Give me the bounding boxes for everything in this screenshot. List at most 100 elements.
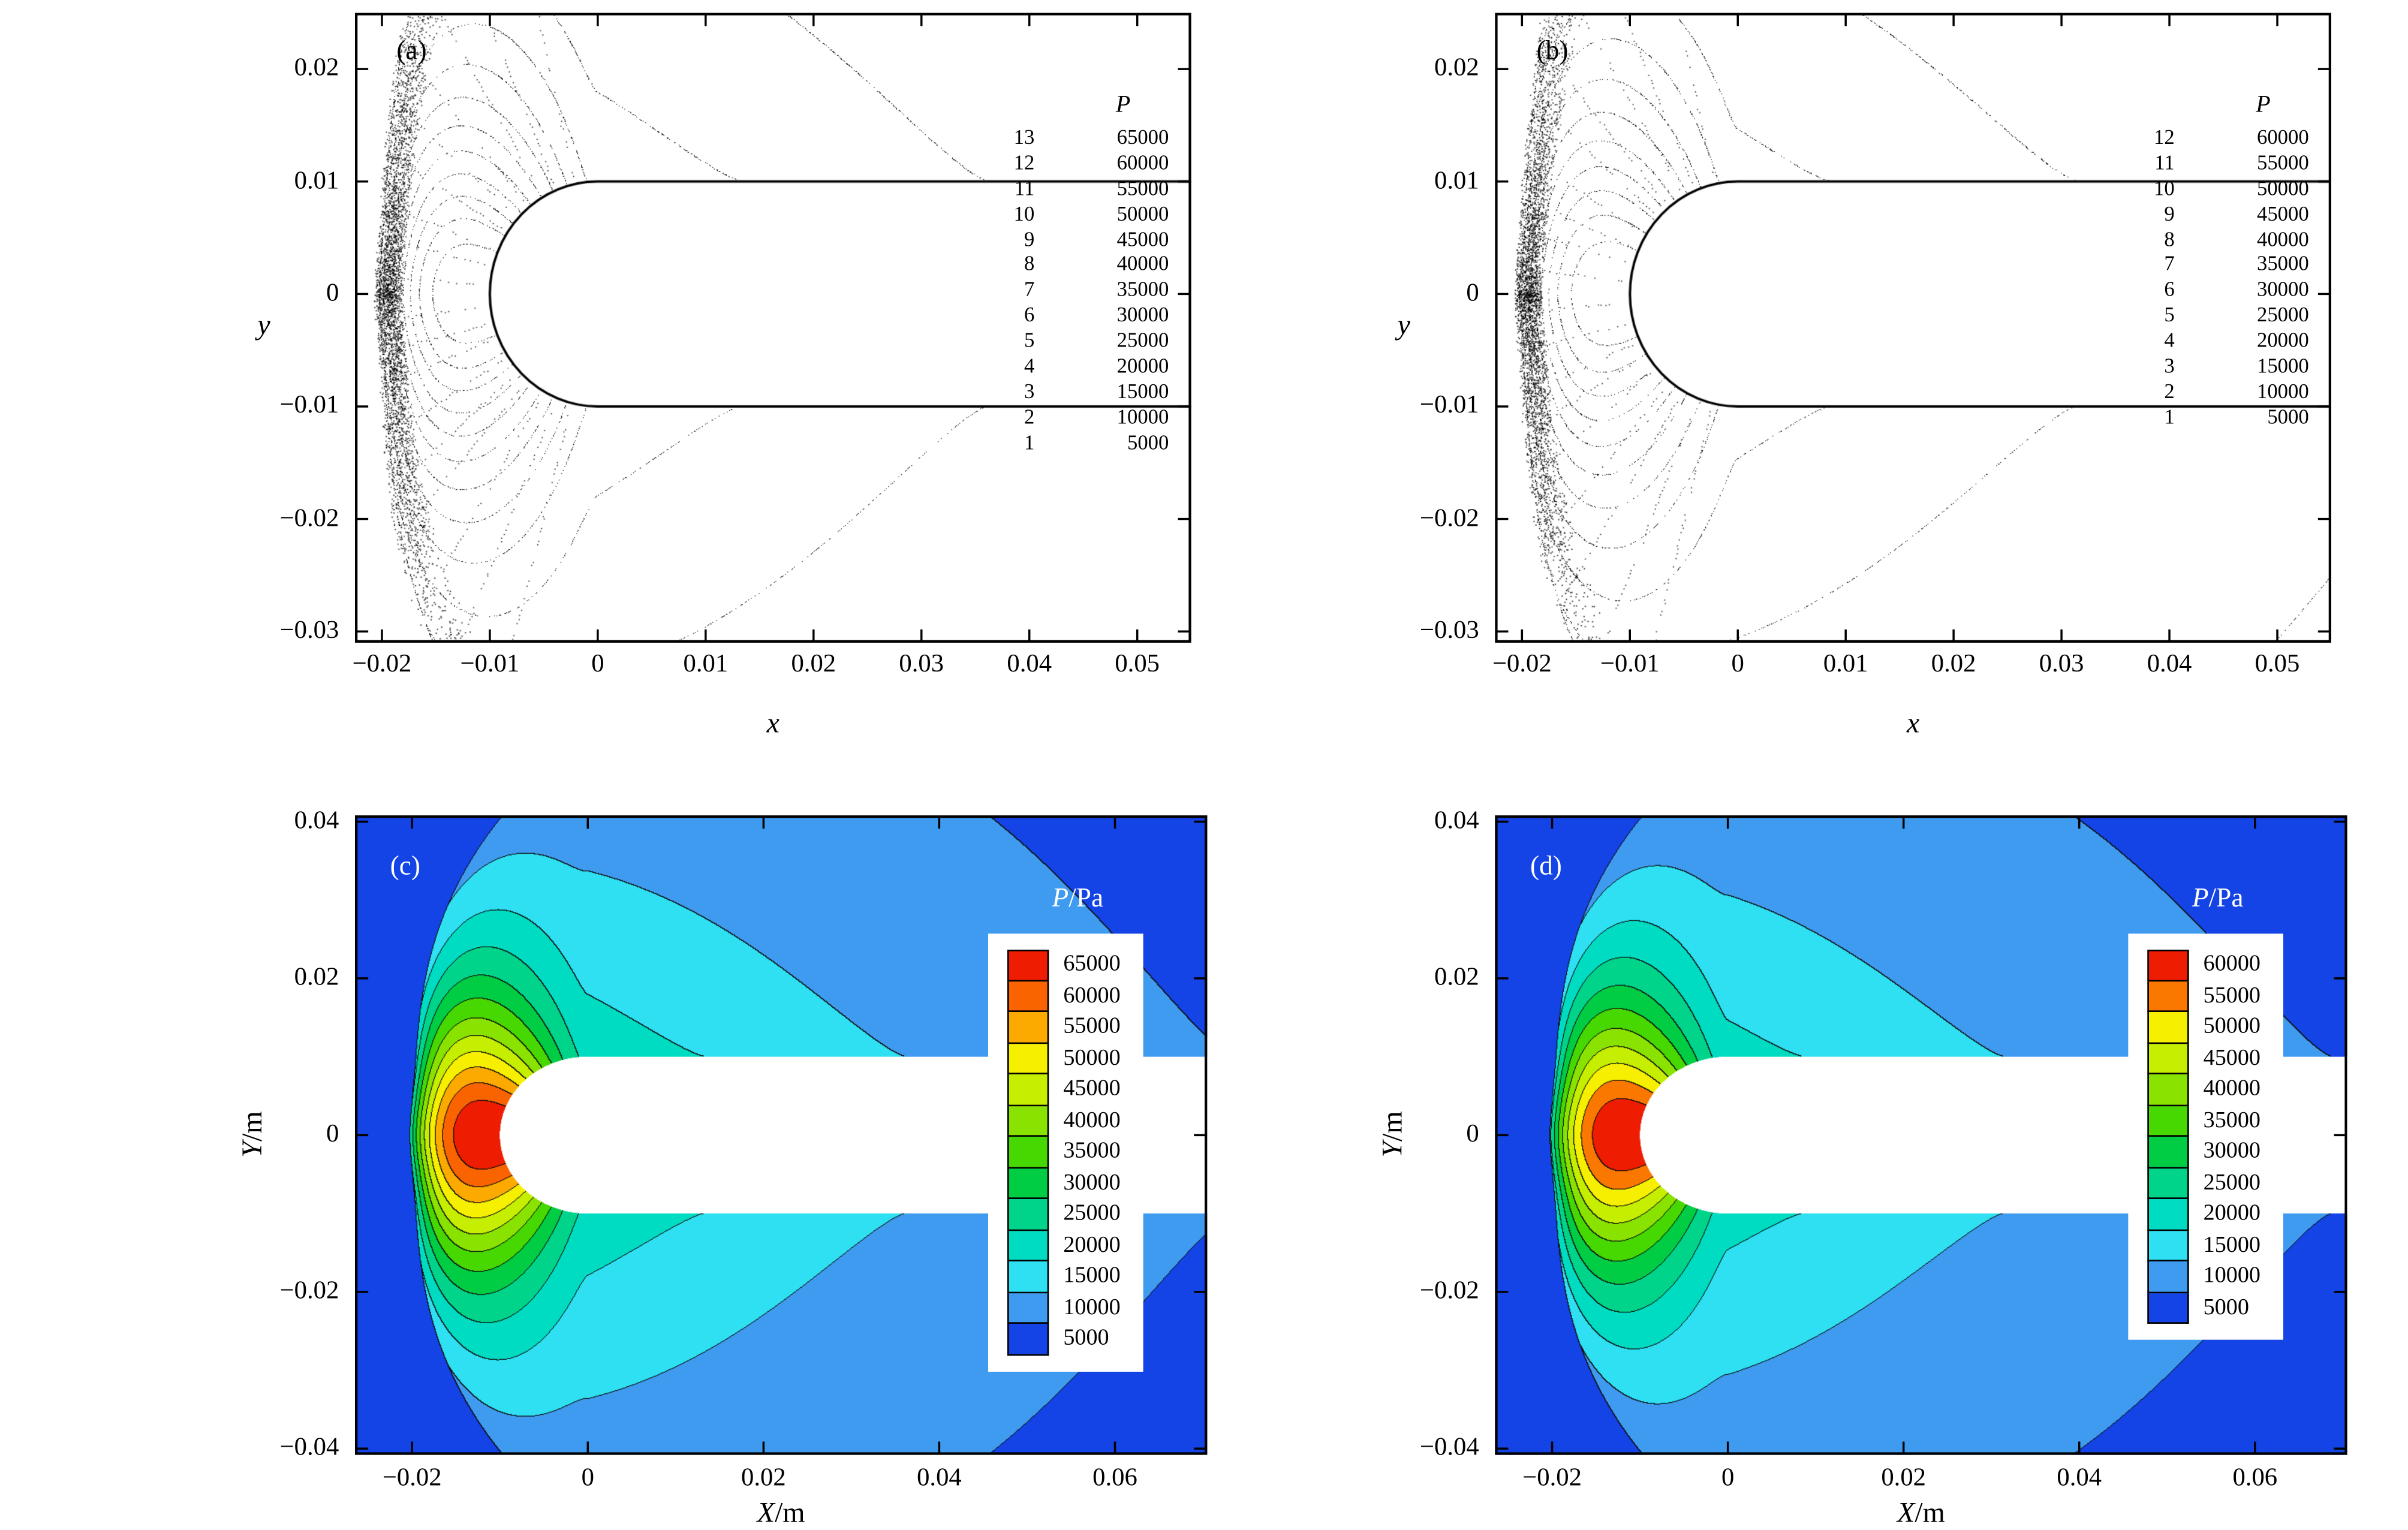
panel-b-legend-rows: 12 60000 11 55000 10 50000 9 45000 8 40000 7 35000 6… (2079, 125, 2309, 430)
legend-level-index: 3 (2164, 353, 2175, 378)
legend-row: 12 60000 (938, 150, 1169, 175)
colorbar-row: 5000 (2147, 1293, 2260, 1324)
y-tick-label: 0 (326, 279, 339, 307)
legend-row: 10 50000 (2079, 176, 2309, 201)
panel-b-y-axis-label: y (1386, 309, 1422, 342)
axes-frame (355, 13, 1191, 643)
x-tick-label: −0.01 (460, 650, 520, 678)
colorbar-swatch (1007, 1324, 1049, 1355)
legend-level-value: 45000 (2257, 201, 2309, 225)
axes-frame (1495, 13, 2332, 643)
legend-row: 13 65000 (938, 125, 1169, 150)
colorbar-row: 25000 (1007, 1199, 1121, 1230)
panel-a-legend-title: P (1115, 92, 1131, 119)
colorbar-row: 40000 (2147, 1074, 2260, 1106)
legend-level-index: 8 (1024, 251, 1035, 276)
colorbar-label: 25000 (2203, 1170, 2260, 1195)
legend-level-index: 12 (1013, 150, 1035, 174)
panel-b-legend-title: P (2256, 92, 2271, 119)
legend-level-value: 30000 (1116, 302, 1169, 327)
colorbar-row: 45000 (1007, 1074, 1121, 1106)
legend-level-index: 1 (2164, 404, 2175, 429)
x-tick-label: 0.02 (741, 1464, 786, 1492)
legend-level-index: 5 (1024, 328, 1035, 352)
colorbar-swatch (2147, 1199, 2189, 1230)
legend-row: 12 60000 (2079, 125, 2309, 150)
y-tick-label: 0.01 (294, 167, 339, 195)
x-tick-label: 0.02 (791, 650, 836, 678)
y-tick-label: 0 (1466, 279, 1479, 307)
legend-level-value: 50000 (2257, 175, 2309, 200)
legend-row: 11 55000 (2079, 150, 2308, 175)
colorbar-row: 40000 (1007, 1106, 1121, 1137)
colorbar-row: 50000 (2147, 1012, 2260, 1043)
y-axis-variable: y (257, 308, 270, 341)
legend-row: 3 15000 (2079, 353, 2309, 378)
x-tick-label: 0.04 (2057, 1464, 2102, 1492)
x-tick-label: 0.06 (2232, 1464, 2278, 1492)
x-tick-label: 0.02 (1931, 650, 1976, 678)
panel-d-colorbar: 60000 55000 50000 45000 40000 35000 30000 25000… (2128, 933, 2283, 1340)
legend-level-index: 2 (2164, 378, 2175, 403)
legend-level-index: 12 (2154, 125, 2175, 149)
colorbar-swatch (1007, 1012, 1049, 1043)
colorbar-row: 20000 (2147, 1199, 2260, 1230)
legend-level-index: 6 (2164, 277, 2175, 302)
panel-a-legend: P 13 65000 12 60000 11 55000 10 50000 9 45000 8 400… (938, 93, 1169, 455)
legend-row: 11 55000 (938, 176, 1169, 201)
x-tick-label: 0.02 (1881, 1464, 1926, 1492)
legend-level-value: 25000 (2257, 302, 2309, 327)
legend-level-index: 10 (2154, 175, 2175, 200)
panel-b-legend: P 12 60000 11 55000 10 50000 9 45000 8 40000 7 3500… (2079, 93, 2309, 430)
y-tick-label: 0.02 (1434, 963, 1479, 992)
legend-level-value: 30000 (2257, 277, 2309, 302)
colorbar-row: 65000 (1007, 950, 1121, 981)
legend-level-value: 50000 (1116, 201, 1169, 225)
panel-d: (d) X/m Y/m P/Pa 60000 55000 50000 45000 400… (1376, 807, 2347, 1528)
colorbar-swatch (2147, 1293, 2189, 1324)
colorbar-label: 35000 (2203, 1107, 2260, 1133)
y-tick-label: 0 (326, 1121, 339, 1148)
panel-c-colorbar: 65000 60000 55000 50000 45000 40000 35000 30000… (988, 933, 1143, 1371)
colorbar-row: 30000 (1007, 1168, 1121, 1199)
x-tick-label: 0.03 (2039, 650, 2084, 678)
colorbar-swatch (2147, 1230, 2189, 1261)
panel-a-legend-rows: 13 65000 12 60000 11 55000 10 50000 9 45000 8 40000… (938, 125, 1169, 455)
colorbar-label: 30000 (2203, 1139, 2260, 1164)
x-axis-unit: /m (774, 1496, 805, 1529)
legend-level-value: 10000 (1116, 404, 1169, 429)
colorbar-label: 55000 (2203, 983, 2260, 1008)
legend-level-value: 5000 (2267, 404, 2309, 429)
colorbar-swatch (1007, 1230, 1049, 1261)
legend-row: 5 25000 (2079, 302, 2309, 328)
colorbar-label: 55000 (1063, 1014, 1121, 1040)
legend-level-index: 9 (2164, 201, 2175, 225)
x-tick-label: 0 (1731, 650, 1744, 678)
panel-d-axes (1495, 815, 2347, 1455)
panel-c-x-axis-label: X/m (355, 1496, 1207, 1530)
legend-row: 7 35000 (938, 277, 1169, 302)
legend-level-index: 13 (1013, 125, 1035, 149)
colorbar-variable: P (1052, 883, 1069, 913)
legend-level-index: 9 (1024, 226, 1035, 251)
colorbar-label: 45000 (1063, 1076, 1121, 1102)
legend-level-index: 7 (1024, 277, 1035, 302)
x-tick-label: 0.04 (2147, 650, 2192, 678)
colorbar-swatch (2147, 1168, 2189, 1199)
colorbar-label: 35000 (1063, 1139, 1121, 1164)
legend-level-value: 25000 (1116, 328, 1169, 352)
legend-level-value: 20000 (2257, 328, 2309, 352)
x-tick-label: 0.01 (683, 650, 729, 678)
panel-c-axes (355, 815, 1208, 1455)
colorbar-row: 10000 (2147, 1261, 2260, 1293)
legend-row: 2 10000 (938, 404, 1169, 429)
legend-row: 4 20000 (2079, 328, 2309, 353)
colorbar-unit: /Pa (2208, 883, 2244, 913)
colorbar-label: 60000 (2203, 951, 2260, 977)
colorbar-row: 15000 (1007, 1261, 1121, 1293)
legend-level-value: 15000 (2257, 353, 2309, 378)
legend-level-index: 6 (1024, 302, 1035, 327)
legend-row: 9 45000 (938, 227, 1169, 252)
colorbar-swatch (2147, 950, 2189, 981)
